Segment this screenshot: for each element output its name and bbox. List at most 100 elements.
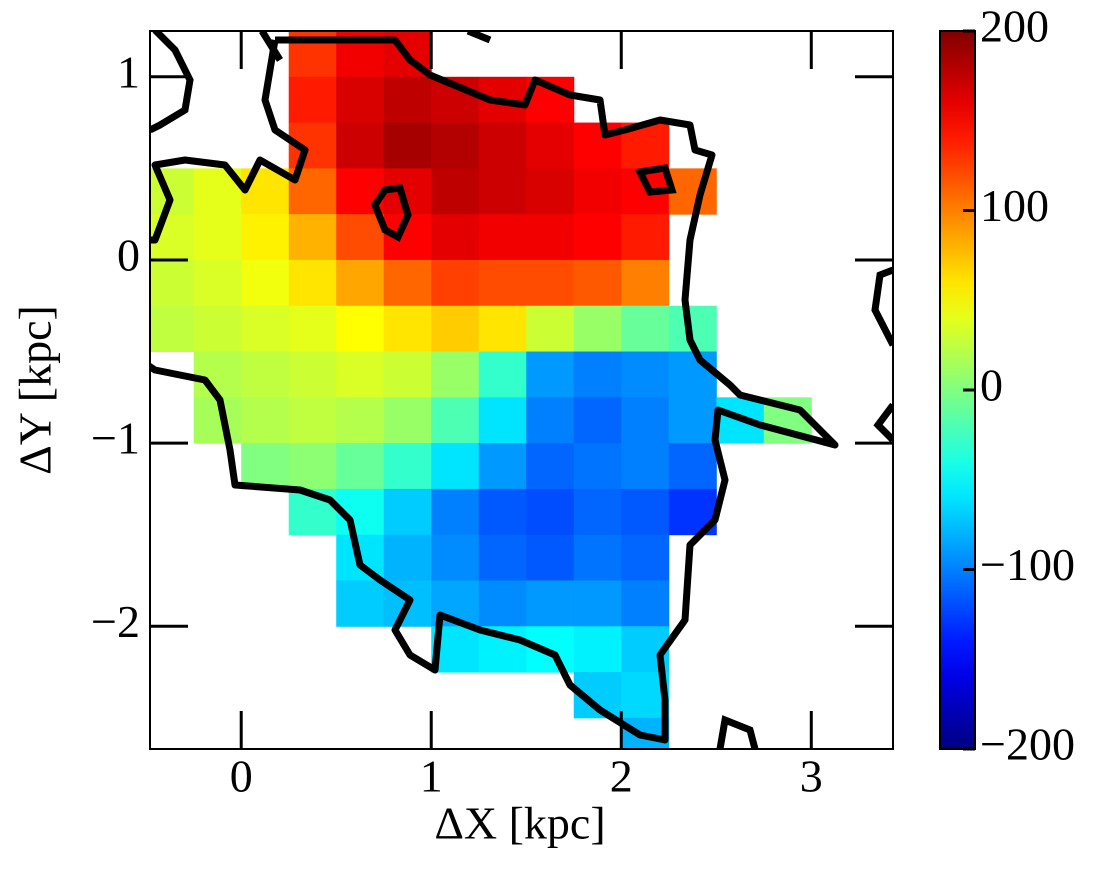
heatmap-cell: [383, 305, 432, 353]
heatmap-cell: [526, 122, 575, 169]
x-axis-label: ΔX [kpc]: [434, 798, 605, 849]
heatmap-cell: [573, 168, 622, 215]
heatmap-cell: [526, 214, 575, 261]
y-axis-label: ΔY [kpc]: [10, 305, 61, 475]
heatmap-cell: [336, 443, 385, 490]
heatmap-cell: [621, 580, 670, 627]
heatmap-cell: [288, 443, 337, 490]
heatmap-cell: [621, 305, 670, 353]
heatmap-cell: [288, 259, 337, 307]
heatmap-cell: [621, 443, 670, 490]
x-tick-label: 1: [420, 751, 443, 802]
heatmap-cell: [431, 214, 480, 261]
heatmap-cell: [336, 259, 385, 307]
heatmap-cell: [621, 488, 670, 536]
heatmap-cell: [288, 305, 337, 353]
heatmap-cell: [573, 214, 622, 261]
heatmap-cell: [526, 259, 575, 307]
heatmap-cell: [150, 305, 195, 353]
heatmap-cell: [383, 122, 432, 169]
heatmap-cell: [336, 76, 385, 124]
heatmap-cell: [431, 488, 480, 536]
heatmap-cell: [383, 259, 432, 307]
heatmap-cell: [478, 214, 527, 261]
contour: [150, 36, 839, 744]
heatmap-cell: [431, 122, 480, 169]
colorbar-tick-label: −200: [980, 719, 1075, 770]
heatmap-cell: [621, 214, 670, 261]
heatmap-cell: [150, 259, 195, 307]
heatmap-cell: [431, 259, 480, 307]
heatmap-cell: [621, 259, 670, 307]
heatmap-cells: [150, 31, 812, 749]
contour: [150, 31, 492, 134]
heatmap-cell: [573, 351, 622, 398]
heatmap-cell: [431, 305, 480, 353]
plot-frame: [149, 30, 894, 750]
heatmap-cell: [526, 305, 575, 353]
heatmap-cell: [288, 214, 337, 261]
heatmap-cell: [431, 168, 480, 215]
heatmap-cell: [573, 534, 622, 581]
contours: [150, 31, 893, 749]
x-tick-label: 3: [800, 751, 823, 802]
heatmap-cell: [193, 305, 242, 353]
heatmap-cell: [573, 626, 622, 673]
colorbar-tick-label: 100: [980, 180, 1049, 231]
contour: [716, 266, 893, 749]
heatmap-cell: [526, 168, 575, 215]
y-tick-label: −1: [91, 413, 140, 464]
heatmap-cell: [478, 351, 527, 398]
heatmap-cell: [431, 397, 480, 444]
heatmap-cell: [478, 534, 527, 581]
heatmap-cell: [478, 122, 527, 169]
heatmap-cell: [336, 305, 385, 353]
heatmap-cell: [336, 214, 385, 261]
heatmap-cell: [288, 351, 337, 398]
heatmap-cell: [336, 397, 385, 444]
heatmap-cell: [193, 214, 242, 261]
heatmap-cell: [383, 488, 432, 536]
contour: [634, 164, 677, 196]
heatmap-cell: [621, 397, 670, 444]
heatmap-cell: [668, 351, 717, 398]
heatmap-cell: [573, 580, 622, 627]
heatmap-cell: [383, 76, 432, 124]
heatmap-cell: [478, 168, 527, 215]
heatmap-cell: [241, 259, 290, 307]
heatmap-cell: [573, 397, 622, 444]
heatmap-cell: [573, 305, 622, 353]
heatmap-cell: [478, 397, 527, 444]
y-tick-label: 0: [117, 230, 140, 281]
colorbar-tick-label: 200: [980, 1, 1049, 52]
colorbar-tick-label: 0: [980, 360, 1003, 411]
heatmap-cell: [336, 351, 385, 398]
heatmap-cell: [193, 259, 242, 307]
heatmap-cell: [573, 488, 622, 536]
heatmap-cell: [241, 443, 290, 490]
heatmap-cell: [383, 351, 432, 398]
heatmap-cell: [478, 580, 527, 627]
heatmap-cell: [431, 534, 480, 581]
heatmap-cell: [526, 351, 575, 398]
y-tick-label: 1: [117, 46, 140, 97]
heatmap-cell: [431, 443, 480, 490]
heatmap-cell: [668, 443, 717, 490]
x-tick-label: 2: [610, 751, 633, 802]
heatmap-cell: [526, 534, 575, 581]
heatmap-cell: [526, 443, 575, 490]
heatmap-cell: [526, 397, 575, 444]
heatmap-cell: [621, 534, 670, 581]
heatmap-cell: [241, 351, 290, 398]
x-tick-label: 0: [230, 751, 253, 802]
contour: [371, 184, 412, 242]
heatmap-cell: [621, 351, 670, 398]
heatmap-cell: [526, 580, 575, 627]
heatmap-cell: [573, 259, 622, 307]
heatmap-cell: [668, 397, 717, 444]
heatmap-cell: [383, 443, 432, 490]
heatmap-cell: [431, 351, 480, 398]
heatmap-cell: [478, 259, 527, 307]
heatmap-cell: [241, 397, 290, 444]
heatmap-cell: [193, 351, 242, 398]
